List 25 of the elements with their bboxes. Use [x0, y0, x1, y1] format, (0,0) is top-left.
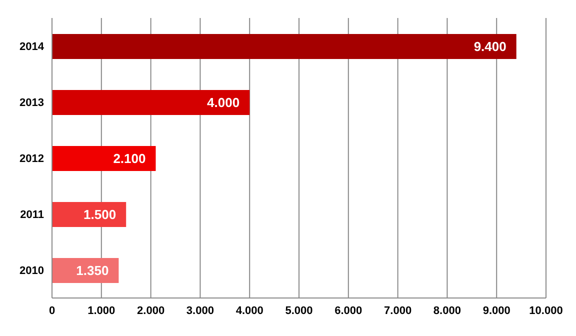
x-tick-label: 3.000	[186, 304, 214, 317]
bar	[52, 202, 126, 227]
x-tick-label: 9.000	[482, 304, 510, 317]
x-tick-label: 1.000	[88, 304, 116, 317]
bar	[52, 146, 156, 171]
data-label: 9.400	[474, 39, 506, 54]
x-tick-label: 7.000	[384, 304, 412, 317]
x-tick-label: 5.000	[285, 304, 313, 317]
data-label: 4.000	[207, 95, 240, 110]
y-tick-label: 2011	[20, 208, 44, 221]
bar	[52, 90, 250, 115]
y-tick-label: 2010	[20, 264, 44, 277]
y-tick-label: 2014	[20, 40, 45, 53]
data-label: 1.350	[76, 263, 109, 278]
x-tick-label: 6.000	[334, 304, 362, 317]
x-tick-label: 4.000	[236, 304, 264, 317]
data-label: 1.500	[84, 207, 116, 222]
data-label: 2.100	[113, 151, 146, 166]
x-tick-label: 8.000	[433, 304, 461, 317]
x-tick-label: 2.000	[137, 304, 165, 317]
x-tick-label: 0	[48, 304, 56, 317]
y-tick-label: 2013	[20, 96, 44, 109]
bar	[52, 34, 516, 59]
y-tick-label: 2012	[20, 152, 44, 165]
x-tick-label: 10.000	[529, 304, 563, 317]
